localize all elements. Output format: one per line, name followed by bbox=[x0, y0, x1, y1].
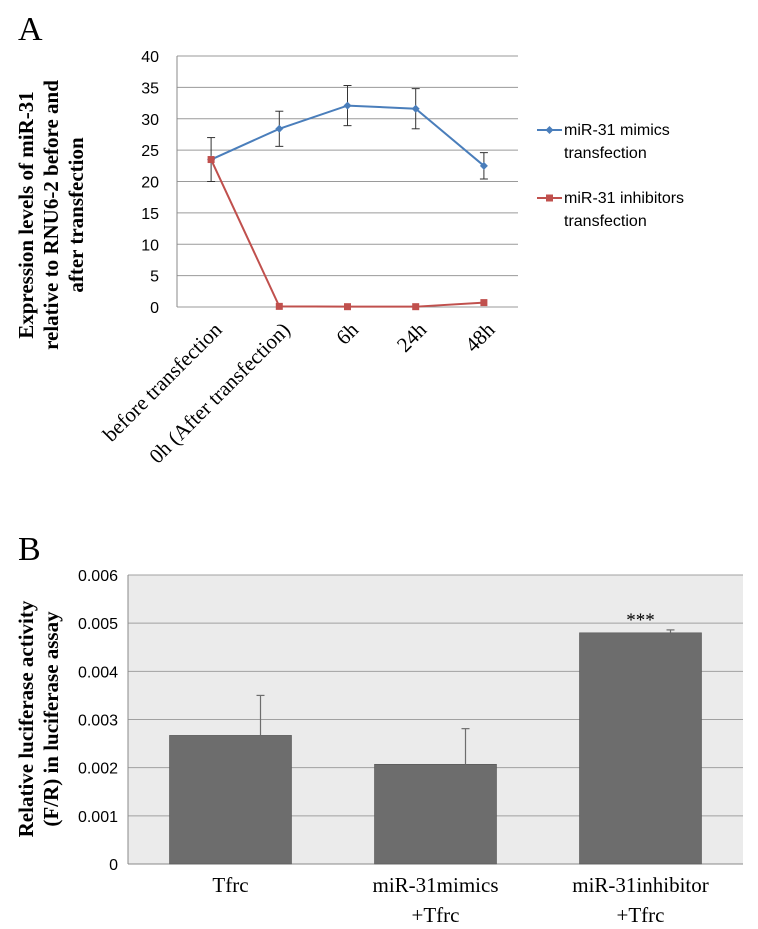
panel-a-y-tick-label: 35 bbox=[141, 80, 159, 97]
panel-b-ylabel-line-1: Relative luciferase activity bbox=[14, 600, 38, 837]
panel-a-x-tick-label: 24h bbox=[392, 317, 432, 357]
panel-b-label: B bbox=[18, 531, 41, 568]
panel-a-y-axis-title: Expression levels of miR-31 relative to … bbox=[14, 80, 88, 350]
panel-b-y-tick-label: 0.004 bbox=[78, 664, 118, 681]
panel-a-legend-label: transfection bbox=[564, 145, 647, 162]
panel-b-bar bbox=[169, 735, 292, 865]
panel-b-bar bbox=[579, 632, 702, 865]
panel-a-series-2-point bbox=[207, 156, 215, 164]
panel-b-bars: *** bbox=[169, 610, 702, 865]
panel-a-y-tick-label: 5 bbox=[150, 269, 159, 286]
panel-a-y-tick-label: 20 bbox=[141, 175, 159, 192]
panel-a-series-2-point bbox=[344, 303, 351, 311]
panel-a-legend-marker-1 bbox=[545, 126, 554, 134]
panel-a-series-2-point bbox=[275, 302, 283, 310]
panel-b-y-tick-label: 0.001 bbox=[78, 809, 118, 826]
panel-b-ylabel-line-2: (F/R) in luciferase assay bbox=[39, 611, 63, 827]
panel-a-legend-marker-2 bbox=[546, 194, 553, 202]
panel-a-label: A bbox=[18, 11, 43, 48]
panel-b-significance-label: *** bbox=[626, 610, 655, 631]
panel-b-y-tick-label: 0 bbox=[109, 857, 118, 874]
panel-a-x-tick-label: before transfection bbox=[98, 317, 227, 446]
panel-a-y-tick-label: 0 bbox=[150, 300, 159, 317]
panel-b-x-tick-label: +Tfrc bbox=[412, 903, 460, 927]
panel-a-series-1-point bbox=[479, 161, 488, 170]
panel-b-y-axis-title: Relative luciferase activity (F/R) in lu… bbox=[14, 600, 63, 837]
panel-a-ylabel-line-1: Expression levels of miR-31 bbox=[14, 91, 38, 339]
panel-a-series-1-point bbox=[411, 104, 420, 113]
panel-a-series bbox=[207, 84, 488, 311]
panel-b-x-tick-label: miR-31inhibitor bbox=[572, 873, 709, 897]
panel-b-y-ticks: 0 0.001 0.002 0.003 0.004 0.005 0.006 bbox=[78, 568, 118, 874]
panel-a-legend: miR-31 mimics transfection miR-31 inhibito… bbox=[537, 122, 684, 230]
panel-a-x-tick-label: 6h bbox=[331, 317, 363, 349]
panel-b-x-tick-label: miR-31mimics bbox=[373, 873, 499, 897]
panel-a-legend-label: miR-31 mimics bbox=[564, 122, 670, 139]
panel-a-series-2-point bbox=[480, 299, 488, 307]
panel-a-series-1-point bbox=[343, 101, 352, 110]
panel-b-y-tick-label: 0.003 bbox=[78, 713, 118, 730]
panel-b-bar bbox=[374, 763, 497, 865]
panel-b-x-ticks: Tfrc miR-31mimics +Tfrc miR-31inhibitor +Tfr… bbox=[212, 873, 708, 927]
panel-a-y-ticks: 0 5 10 15 20 25 30 35 40 bbox=[141, 49, 159, 317]
panel-a-y-tick-label: 10 bbox=[141, 237, 159, 254]
panel-a-legend-label: miR-31 inhibitors bbox=[564, 190, 684, 207]
panel-a-y-tick-label: 15 bbox=[141, 206, 159, 223]
panel-a-y-tick-label: 40 bbox=[141, 49, 159, 66]
panel-b-y-tick-label: 0.002 bbox=[78, 761, 118, 778]
panel-a-y-tick-label: 25 bbox=[141, 143, 159, 160]
panel-a-series-2-point bbox=[412, 303, 420, 311]
panel-a-ylabel-line-2: relative to RNU6-2 before and bbox=[39, 80, 63, 350]
panel-a-series-1-point bbox=[275, 124, 284, 133]
panel-a-ylabel-line-3: after transfection bbox=[64, 137, 88, 293]
panel-a-y-tick-label: 30 bbox=[141, 112, 159, 129]
panel-b-y-tick-label: 0.006 bbox=[78, 568, 118, 585]
panel-a-legend-label: transfection bbox=[564, 213, 647, 230]
panel-b-x-tick-label: Tfrc bbox=[212, 873, 248, 897]
panel-a-x-tick-label: 48h bbox=[460, 317, 500, 357]
panel-b-y-tick-label: 0.005 bbox=[78, 616, 118, 633]
panel-b-x-tick-label: +Tfrc bbox=[617, 903, 665, 927]
